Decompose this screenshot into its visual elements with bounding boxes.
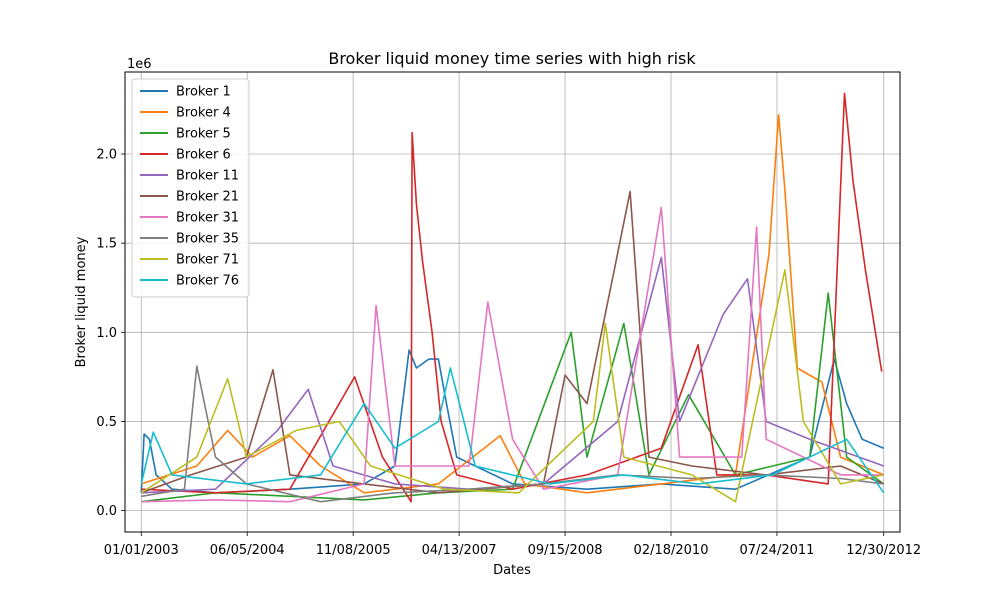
series-line-4 [141, 92, 883, 503]
legend-label: Broker 6 [176, 148, 231, 163]
series-line-6 [141, 190, 885, 494]
x-axis-label: Dates [493, 563, 531, 578]
legend-label: Broker 71 [176, 253, 239, 268]
x-tick-label: 04/13/2007 [422, 543, 497, 558]
x-tick-label: 02/18/2010 [634, 543, 709, 558]
legend-label: Broker 1 [176, 85, 231, 100]
y-offset-label: 1e6 [127, 57, 152, 72]
x-tick-label: 11/08/2005 [316, 543, 391, 558]
y-tick-label: 0.5 [96, 415, 117, 430]
series-line-7 [141, 206, 884, 503]
legend-label: Broker 76 [176, 274, 239, 289]
legend-label: Broker 11 [176, 169, 239, 184]
y-tick-label: 2.0 [96, 148, 117, 163]
legend-label: Broker 21 [176, 190, 239, 205]
series-line-3 [141, 292, 885, 503]
x-axis-ticks: 01/01/2003 06/05/2004 11/08/2005 04/13/2007… [104, 532, 921, 558]
series-lines [140, 92, 885, 503]
y-tick-label: 1.0 [96, 326, 117, 341]
y-axis-ticks: 0.0 0.5 1.0 1.5 2.0 [96, 148, 125, 519]
series-line-9 [140, 269, 884, 503]
series-line-2 [141, 114, 885, 494]
y-tick-label: 0.0 [96, 504, 117, 519]
series-line-5 [141, 256, 884, 494]
x-tick-label: 01/01/2003 [104, 543, 179, 558]
x-tick-label: 06/05/2004 [210, 543, 285, 558]
x-tick-label: 09/15/2008 [528, 543, 603, 558]
series-line-10 [140, 367, 885, 494]
legend-label: Broker 4 [176, 106, 231, 121]
y-axis-label: Broker liquid money [74, 236, 89, 367]
legend-label: Broker 5 [176, 127, 231, 142]
x-tick-label: 07/24/2011 [739, 543, 814, 558]
x-tick-label: 12/30/2012 [846, 543, 921, 558]
legend-label: Broker 35 [176, 232, 239, 247]
legend: Broker 1 Broker 4 Broker 5 Broker 6 Broker 1… [131, 78, 250, 298]
series-line-8 [141, 365, 884, 503]
legend-label: Broker 31 [176, 211, 239, 226]
y-tick-label: 1.5 [96, 237, 117, 252]
grid [125, 72, 900, 532]
plot-frame [124, 71, 901, 533]
chart-title: Broker liquid money time series with hig… [328, 49, 696, 68]
